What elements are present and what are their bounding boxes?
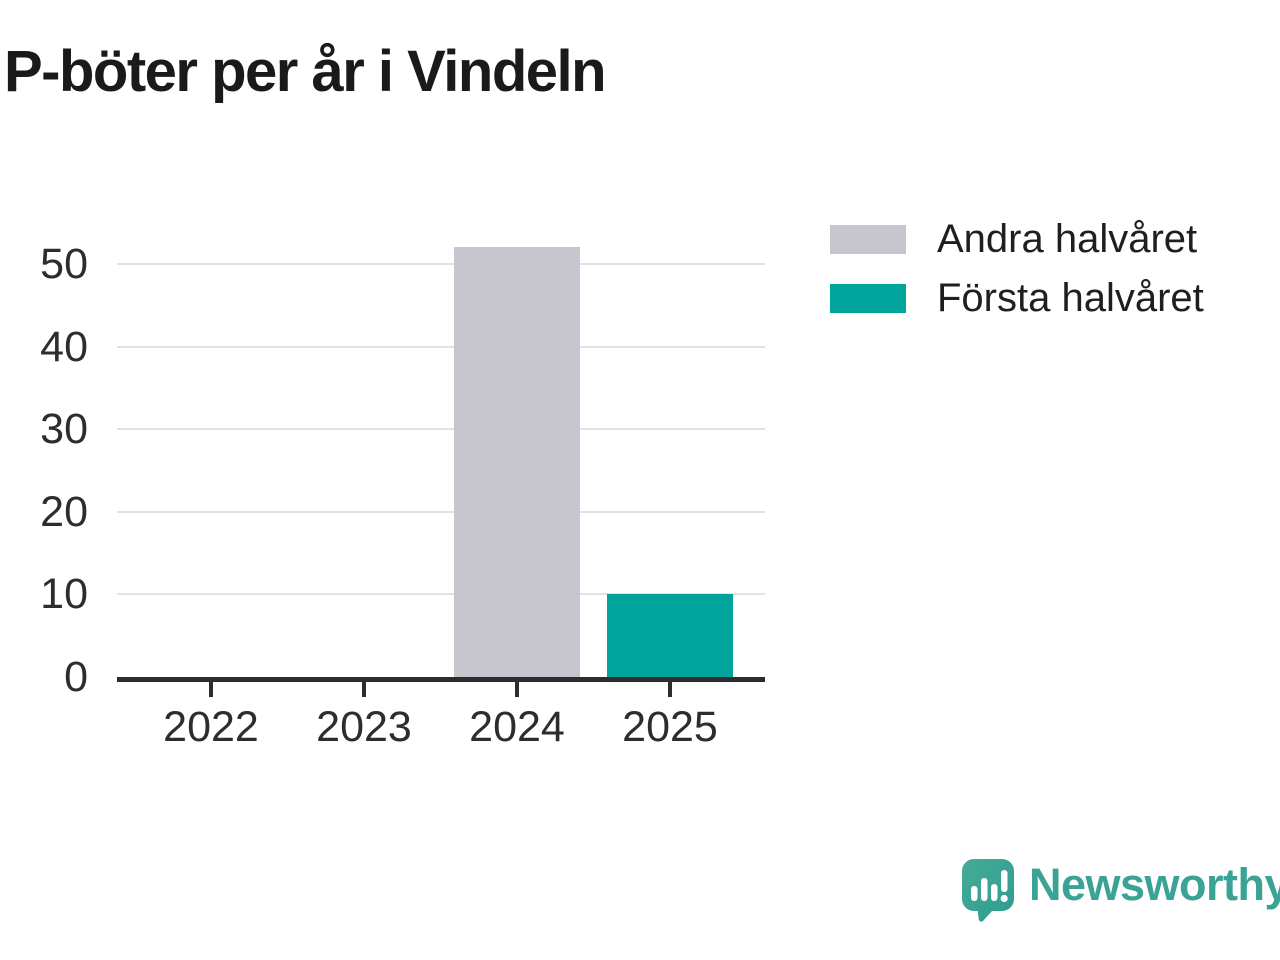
chart-legend: Andra halvåret Första halvåret	[830, 217, 1204, 343]
x-tick-2023	[362, 682, 366, 697]
newsworthy-branding: Newsworthy	[961, 858, 1280, 922]
y-tick-label-40: 40	[40, 322, 88, 371]
x-tick-2025	[668, 682, 672, 697]
y-tick-label-10: 10	[40, 570, 88, 619]
x-tick-label-2025: 2025	[622, 703, 718, 751]
gridline-10	[117, 593, 765, 596]
legend-label-andra-halv-ret: Andra halvåret	[937, 217, 1198, 261]
y-tick-label-20: 20	[40, 487, 88, 536]
legend-item-f-rsta-halv-ret: Första halvåret	[830, 276, 1204, 320]
gridline-40	[117, 345, 765, 348]
newsworthy-logo-icon	[962, 859, 1014, 922]
x-tick-label-2024: 2024	[469, 703, 565, 751]
x-tick-label-2022: 2022	[163, 703, 259, 751]
legend-swatch-andra-halv-ret	[830, 225, 906, 254]
y-tick-label-30: 30	[40, 405, 88, 454]
x-tick-2022	[209, 682, 213, 697]
newsworthy-wordmark: Newsworthy	[1029, 858, 1280, 910]
legend-label-f-rsta-halv-ret: Första halvåret	[937, 276, 1204, 320]
y-tick-label-0: 0	[64, 653, 88, 701]
bar-2025-f-rsta-halv-ret	[607, 594, 733, 677]
gridline-30	[117, 428, 765, 431]
x-axis-line	[117, 677, 765, 682]
legend-swatch-f-rsta-halv-ret	[830, 284, 906, 313]
y-tick-label-50: 50	[40, 240, 88, 288]
gridline-50	[117, 263, 765, 265]
x-tick-2024	[515, 682, 519, 697]
x-tick-label-2023: 2023	[316, 703, 412, 751]
bar-2024-andra-halv-ret	[454, 247, 580, 677]
gridline-20	[117, 510, 765, 513]
chart-title: P-böter per år i Vindeln	[4, 39, 607, 104]
legend-item-andra-halv-ret: Andra halvåret	[830, 217, 1204, 261]
